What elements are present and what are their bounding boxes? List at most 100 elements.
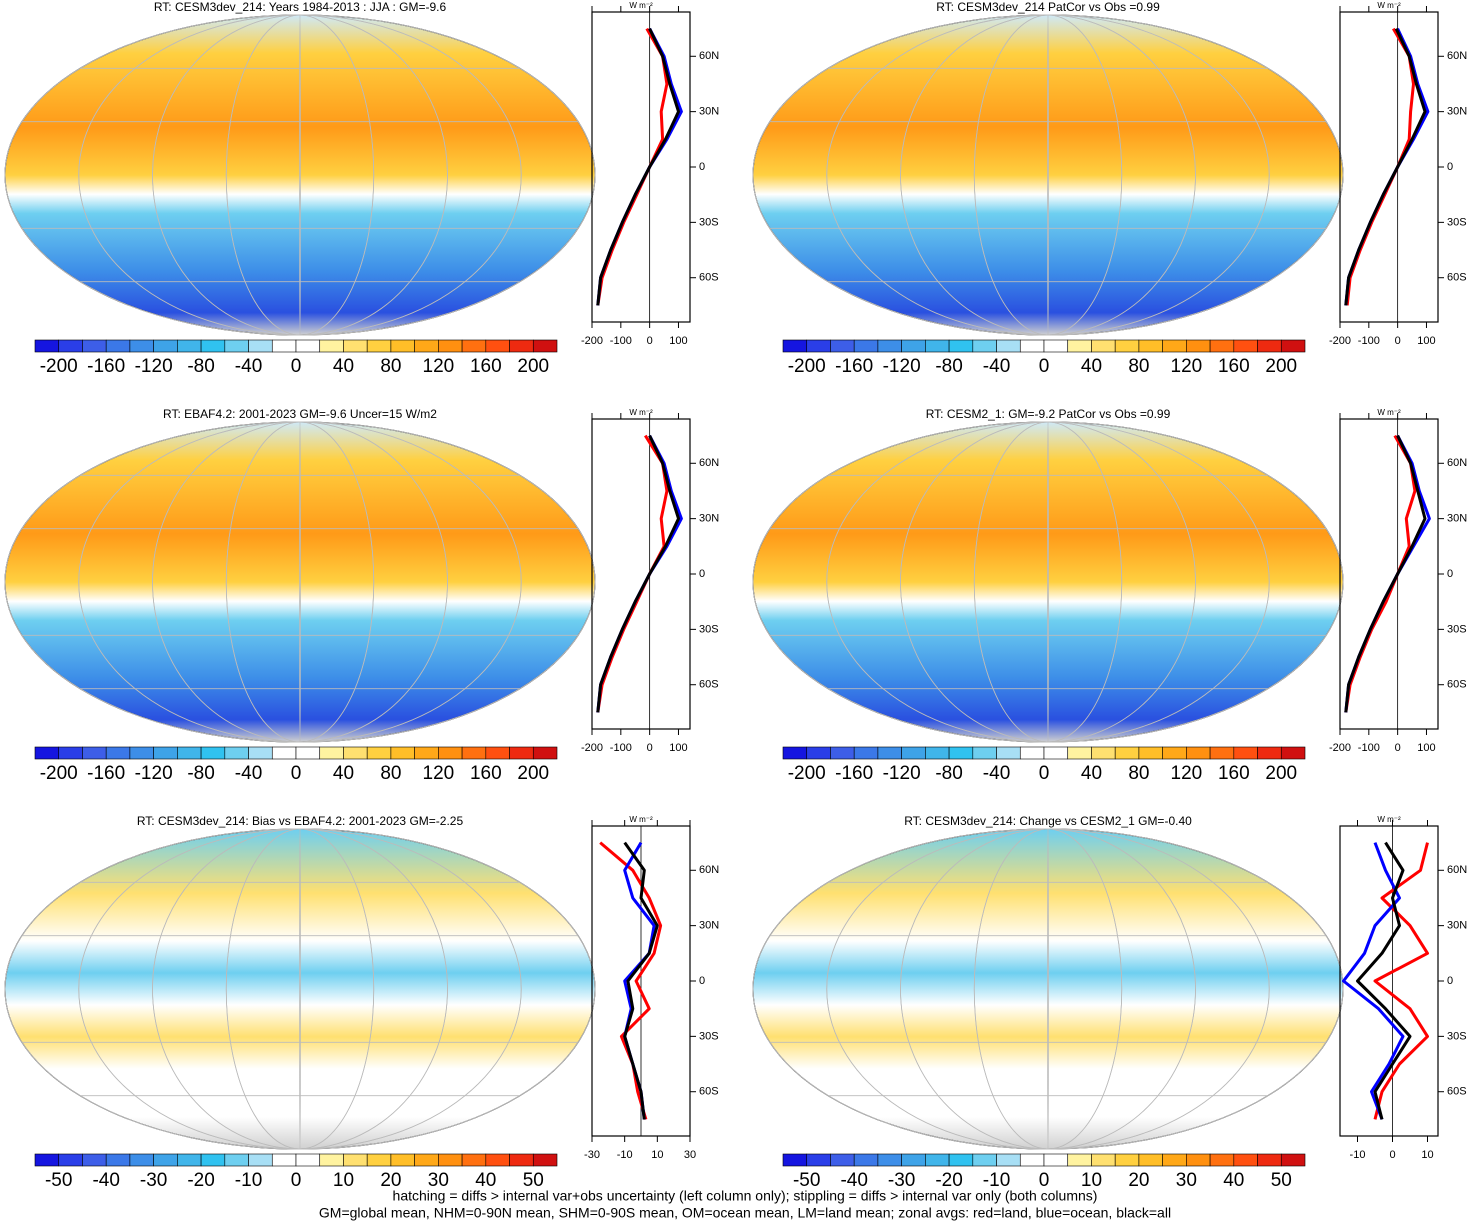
colorbar-box xyxy=(806,1153,831,1167)
zonal-line xyxy=(596,27,683,306)
colorbar-box xyxy=(1257,1153,1282,1167)
colorbar-label: 40 xyxy=(333,763,354,784)
colorbar-box xyxy=(200,746,226,760)
meridian xyxy=(752,421,1344,743)
colorbar-label: -30 xyxy=(140,1170,167,1191)
colorbar-label: 160 xyxy=(1218,356,1250,377)
colorbar-box xyxy=(248,1153,273,1167)
y-tick-label: 0 xyxy=(699,161,705,173)
colorbar-box xyxy=(58,339,83,353)
colorbar-label: -40 xyxy=(840,1170,867,1191)
colorbar-box xyxy=(153,339,178,353)
x-tick-label: 0 xyxy=(1395,335,1401,347)
colorbar-label: 200 xyxy=(1265,356,1297,377)
colorbar-box xyxy=(1114,746,1140,760)
y-tick-label: 60S xyxy=(1447,1086,1467,1098)
map xyxy=(4,828,596,1150)
y-tick-label: 30S xyxy=(699,623,719,635)
colorbar-box xyxy=(485,1153,510,1167)
y-tick-label: 60N xyxy=(699,864,719,876)
colorbar-label: 160 xyxy=(1218,763,1250,784)
colorbar-box xyxy=(1114,339,1140,353)
colorbar-box xyxy=(830,746,855,760)
y-tick-label: 30S xyxy=(1447,623,1467,635)
colorbar-box xyxy=(1138,339,1163,353)
colorbar-box xyxy=(58,746,83,760)
panel-title: RT: CESM2_1: GM=-9.2 PatCor vs Obs =0.99 xyxy=(926,407,1171,421)
colorbar-box xyxy=(925,1153,950,1167)
colorbar-box xyxy=(295,339,321,353)
colorbar-box xyxy=(509,1153,534,1167)
colorbar-label: -10 xyxy=(235,1170,262,1191)
x-tick-label: -200 xyxy=(581,742,603,754)
x-tick-label: -10 xyxy=(1350,1149,1366,1161)
meridian xyxy=(4,14,596,336)
x-tick-label: -100 xyxy=(610,742,632,754)
colorbar-label: 200 xyxy=(1265,763,1297,784)
colorbar-label: -160 xyxy=(835,356,873,377)
meridian xyxy=(4,828,596,1150)
colorbar-box xyxy=(782,746,808,760)
y-tick-label: 30N xyxy=(699,920,719,932)
colorbar-label: -20 xyxy=(935,1170,962,1191)
colorbar-label: 160 xyxy=(470,356,502,377)
colorbar-label: -200 xyxy=(788,356,826,377)
colorbar-label: -160 xyxy=(835,763,873,784)
colorbar-box xyxy=(224,746,249,760)
colorbar-box xyxy=(532,746,558,760)
x-tick-label: 100 xyxy=(669,335,687,347)
colorbar-box xyxy=(414,339,439,353)
colorbar-label: 0 xyxy=(291,763,302,784)
colorbar-box xyxy=(1209,1153,1235,1167)
colorbar-box xyxy=(1114,1153,1140,1167)
x-tick-label: 30 xyxy=(684,1149,696,1161)
colorbar-box xyxy=(461,1153,487,1167)
colorbar-label: 0 xyxy=(1039,763,1050,784)
colorbar-box xyxy=(271,1153,297,1167)
colorbar-label: -120 xyxy=(135,356,173,377)
zonal-frame xyxy=(591,11,691,323)
colorbar-label: 40 xyxy=(1081,763,1102,784)
x-tick-label: 0 xyxy=(647,335,653,347)
x-tick-label: -200 xyxy=(1329,335,1351,347)
colorbar-box xyxy=(271,339,297,353)
x-tick-label: -30 xyxy=(584,1149,600,1161)
colorbar-box xyxy=(177,1153,202,1167)
x-tick-label: 0 xyxy=(647,742,653,754)
colorbar-box xyxy=(853,746,879,760)
colorbar-box xyxy=(1162,1153,1187,1167)
zonal-line xyxy=(623,841,659,1120)
colorbar-box xyxy=(200,339,226,353)
y-tick-label: 30N xyxy=(699,513,719,525)
colorbar-label: -80 xyxy=(187,356,214,377)
colorbar-label: -30 xyxy=(888,1170,915,1191)
colorbar-label: -80 xyxy=(187,763,214,784)
colorbar-box xyxy=(129,339,154,353)
colorbar-box xyxy=(996,1153,1021,1167)
colorbar-box xyxy=(1138,1153,1163,1167)
colorbar-label: 30 xyxy=(428,1170,449,1191)
meridian xyxy=(752,14,1344,336)
colorbar-box xyxy=(82,1153,107,1167)
colorbar-box xyxy=(105,339,131,353)
unit-label: W m⁻² xyxy=(1377,815,1401,824)
colorbar-box xyxy=(295,746,321,760)
x-tick-label: 10 xyxy=(651,1149,663,1161)
colorbar-box xyxy=(461,746,487,760)
colorbar-box xyxy=(366,746,392,760)
colorbar-box xyxy=(925,339,950,353)
unit-label: W m⁻² xyxy=(1377,408,1401,417)
y-tick-label: 30S xyxy=(1447,216,1467,228)
colorbar-box xyxy=(34,1153,60,1167)
colorbar-label: 0 xyxy=(291,356,302,377)
y-tick-label: 60N xyxy=(1447,457,1467,469)
x-tick-label: -200 xyxy=(1329,742,1351,754)
x-tick-label: -100 xyxy=(1358,335,1380,347)
colorbar-label: 0 xyxy=(1039,1170,1050,1191)
colorbar-box xyxy=(1280,1153,1306,1167)
colorbar-label: 80 xyxy=(1128,763,1149,784)
zonal-line xyxy=(1344,27,1427,306)
y-tick-label: 60S xyxy=(699,1086,719,1098)
zonal-frame xyxy=(1339,825,1439,1137)
